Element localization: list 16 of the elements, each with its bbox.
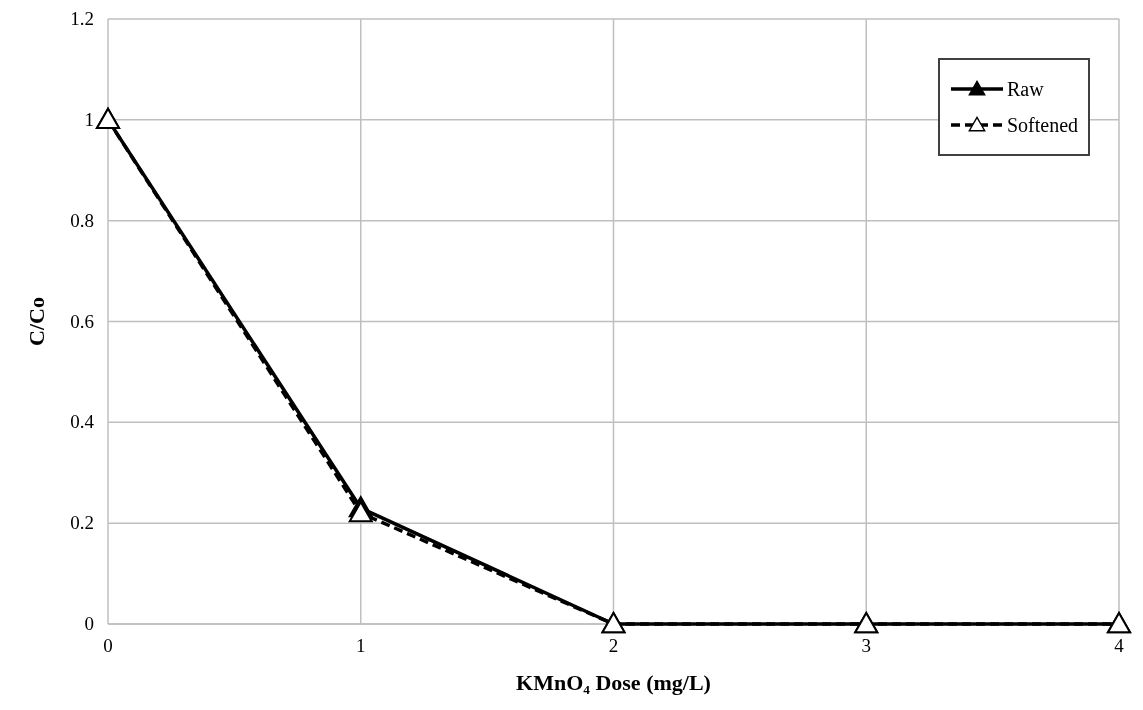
x-tick-label: 3	[861, 635, 871, 656]
x-tick-label: 2	[608, 635, 619, 656]
x-tick-label: 1	[356, 635, 366, 656]
x-tick-label: 0	[103, 635, 113, 656]
y-tick-label: 0	[84, 613, 94, 634]
legend-label: Softened	[1007, 114, 1079, 136]
legend-label: Raw	[1007, 78, 1045, 100]
x-axis-title: KMnO₄ Dose (mg/L)	[516, 670, 711, 695]
y-tick-label: 1.2	[70, 8, 94, 29]
y-tick-label: 0.4	[70, 411, 95, 433]
y-axis-title: C/Co	[24, 297, 49, 346]
y-tick-label: 0.2	[70, 512, 94, 534]
y-tick-label: 0.6	[70, 310, 94, 332]
x-tick-label: 4	[1114, 635, 1125, 656]
y-tick-label: 0.8	[70, 209, 94, 231]
y-tick-label: 1	[84, 108, 94, 130]
